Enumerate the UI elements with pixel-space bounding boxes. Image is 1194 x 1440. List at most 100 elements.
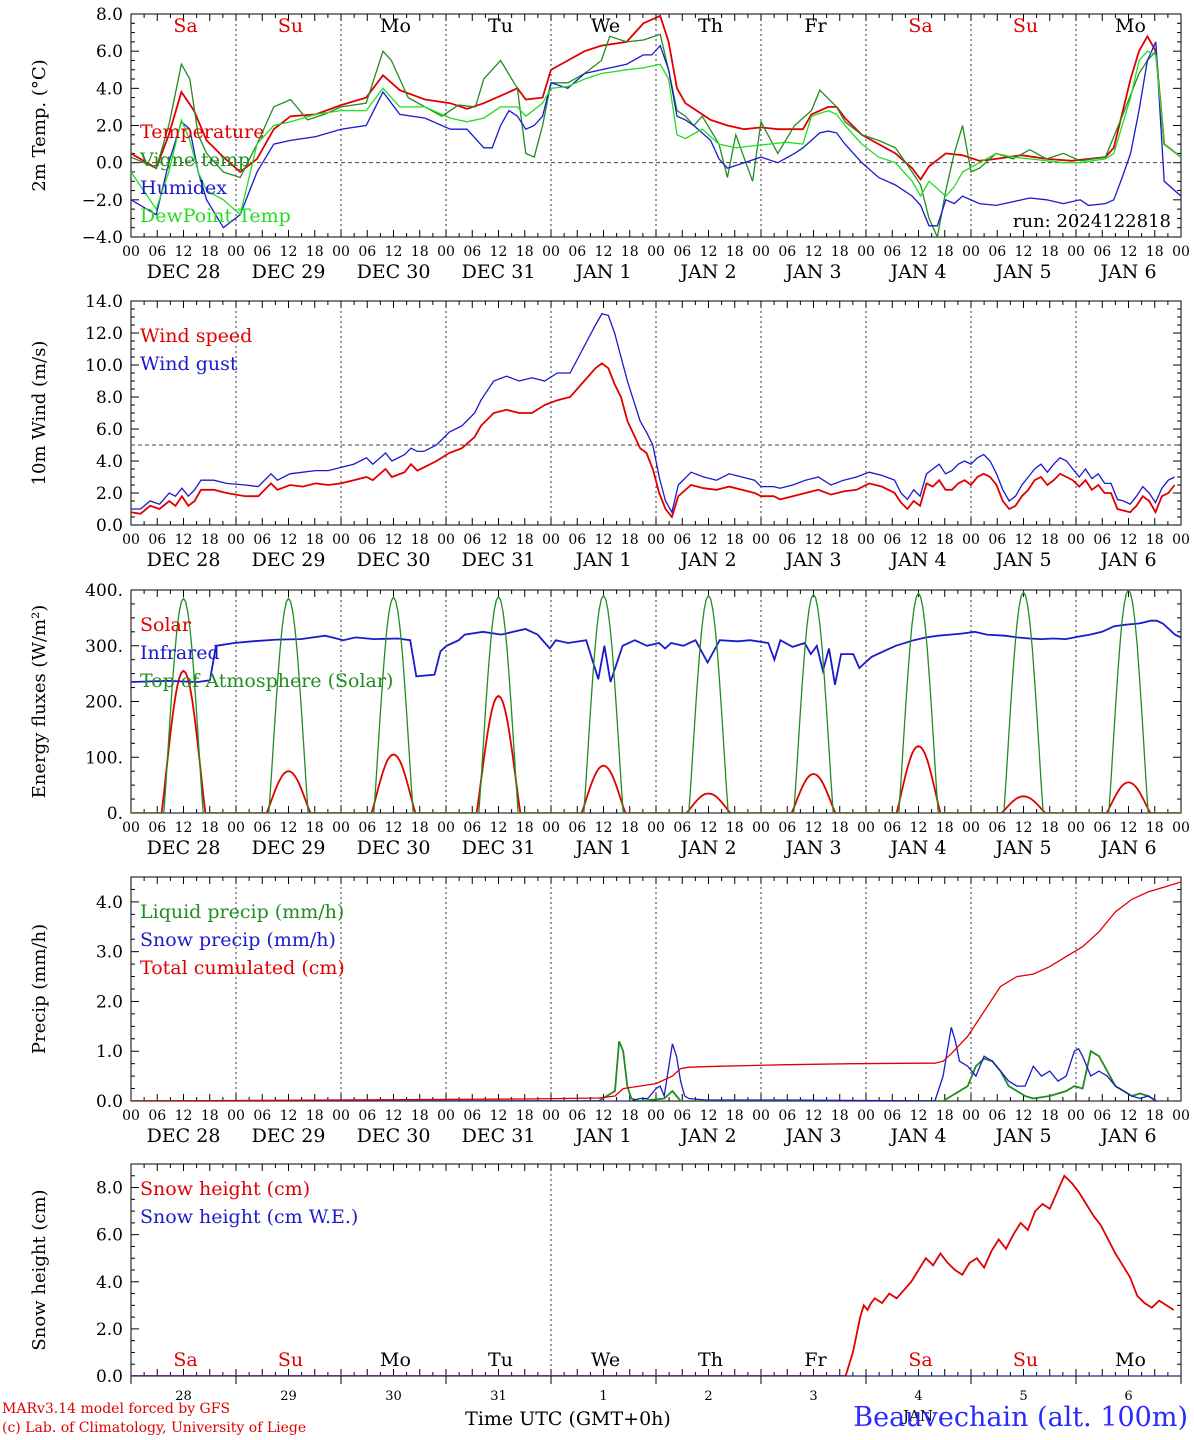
x-hour-label: 00 (1172, 820, 1190, 836)
y-tick-label: 0.0 (96, 516, 123, 536)
x-hour-label: 12 (280, 820, 298, 836)
chart-panel-1: −4.0 −2.0 0.0 2.0 4.0 6.0 8.0 2m Temp. (°C) 00 06… (29, 5, 1190, 283)
x-hour-label: 00 (1067, 1108, 1085, 1124)
y-tick-label: 0.0 (96, 154, 123, 174)
weekday-label: Su (1013, 1349, 1038, 1371)
weekday-label: Su (278, 15, 303, 37)
x-date-label: DEC 30 (357, 837, 431, 859)
series-line (131, 33, 1181, 237)
x-hour-label: 00 (647, 1108, 665, 1124)
x-day-number: 2 (704, 1389, 712, 1404)
x-hour-label: 06 (148, 820, 166, 836)
y-tick-label: 8.0 (96, 5, 123, 25)
y-axis-label: Precip (mm/h) (29, 924, 50, 1054)
x-minor-ticks (130, 590, 1182, 813)
x-date-label: DEC 31 (462, 837, 536, 859)
x-day-number: 30 (385, 1389, 402, 1404)
x-hour-label: 12 (805, 244, 823, 260)
x-hour-label: 00 (122, 820, 140, 836)
x-hour-label: 18 (201, 532, 219, 548)
x-hour-label: 18 (201, 244, 219, 260)
x-hour-label: 18 (411, 532, 429, 548)
x-hour-label: 06 (673, 1108, 691, 1124)
x-hour-label: 18 (831, 820, 849, 836)
series-line (131, 41, 1181, 229)
chart-panel-4: 0.0 1.0 2.0 3.0 4.0 Precip (mm/h) 00 06 12 18 00 06… (29, 876, 1190, 1147)
x-hour-label: 12 (1120, 1108, 1138, 1124)
weekday-label: Sa (173, 1349, 197, 1371)
x-date-label: DEC 31 (462, 549, 536, 571)
legend-entry: Temperature (140, 121, 264, 143)
x-date-label: DEC 30 (357, 261, 431, 283)
x-day-number: 1 (599, 1389, 607, 1404)
weekday-label: Mo (1115, 15, 1146, 37)
run-annotation: run: 2024122818 (1013, 211, 1171, 232)
x-axis-label: Time UTC (GMT+0h) (465, 1408, 671, 1430)
y-tick-label: 6.0 (96, 42, 123, 62)
weekday-label: We (591, 15, 620, 37)
x-hour-label: 12 (805, 1108, 823, 1124)
x-hour-label: 06 (778, 820, 796, 836)
series-line (131, 590, 1181, 813)
y-axis-label: 2m Temp. (°C) (29, 59, 50, 191)
x-date-label: DEC 31 (462, 261, 536, 283)
y-tick-label: 0.0 (96, 1367, 123, 1387)
x-hour-label: 12 (385, 532, 403, 548)
x-month-label: JAN (901, 1407, 933, 1425)
x-hour-label: 12 (910, 532, 928, 548)
series-line (131, 1027, 1157, 1101)
x-minor-ticks (130, 14, 1182, 237)
x-hour-label: 18 (831, 244, 849, 260)
x-hour-label: 18 (1146, 1108, 1164, 1124)
legend-entry: Vigne temp (139, 149, 250, 171)
x-hour-label: 12 (280, 1108, 298, 1124)
x-date-label: JAN 4 (888, 261, 946, 283)
x-hour-label: 18 (1041, 244, 1059, 260)
x-hour-label: 18 (306, 820, 324, 836)
x-hour-label: 06 (673, 820, 691, 836)
x-hour-label: 00 (542, 1108, 560, 1124)
x-hour-label: 18 (936, 820, 954, 836)
y-tick-label: 8.0 (96, 1179, 123, 1199)
x-hour-label: 12 (910, 244, 928, 260)
x-hour-label: 12 (280, 532, 298, 548)
x-hour-label: 00 (962, 1108, 980, 1124)
x-hour-label: 12 (175, 820, 193, 836)
x-date-label: JAN 2 (678, 261, 736, 283)
series-line (131, 362, 1176, 519)
x-hour-label: 18 (516, 820, 534, 836)
x-hour-label: 18 (306, 532, 324, 548)
y-tick-label: 6.0 (96, 420, 123, 440)
x-date-label: DEC 29 (252, 261, 326, 283)
x-hour-label: 00 (227, 1108, 245, 1124)
x-date-label: JAN 5 (993, 261, 1051, 283)
series-group (131, 881, 1181, 1101)
x-hour-label: 12 (490, 244, 508, 260)
x-hour-label: 18 (831, 532, 849, 548)
model-credit: MARv3.14 model forced by GFS (2, 1401, 231, 1417)
x-hour-label: 18 (1146, 820, 1164, 836)
x-date-label: JAN 3 (783, 549, 841, 571)
x-hour-label: 12 (1015, 820, 1033, 836)
legend-entry: Infrared (140, 642, 220, 664)
x-hour-label: 12 (700, 244, 718, 260)
series-line (131, 313, 1175, 514)
x-hour-label: 12 (595, 244, 613, 260)
x-hour-label: 00 (857, 1108, 875, 1124)
x-day-number: 28 (175, 1389, 192, 1404)
x-hour-labels: 00 06 12 18 00 06 12 18 00 06 12 18 00 06 12 18 00 06 12 18… (122, 244, 1190, 260)
x-hour-label: 00 (122, 244, 140, 260)
y-tick-label: 4.0 (96, 893, 123, 913)
series-group (131, 1174, 1181, 1376)
x-hour-label: 18 (621, 244, 639, 260)
y-tick-label: 100. (85, 748, 123, 768)
x-hour-label: 18 (726, 244, 744, 260)
x-hour-label: 12 (700, 1108, 718, 1124)
x-hour-label: 18 (411, 820, 429, 836)
x-hour-label: 00 (1067, 244, 1085, 260)
x-hour-label: 06 (883, 1108, 901, 1124)
x-hour-label: 00 (122, 1108, 140, 1124)
x-date-label: JAN 6 (1098, 1125, 1156, 1147)
weekday-label: Su (278, 1349, 303, 1371)
chart-panel-5: 0.0 2.0 4.0 6.0 8.0 Snow height (cm) Sa Su Mo Tu W… (29, 1163, 1182, 1430)
